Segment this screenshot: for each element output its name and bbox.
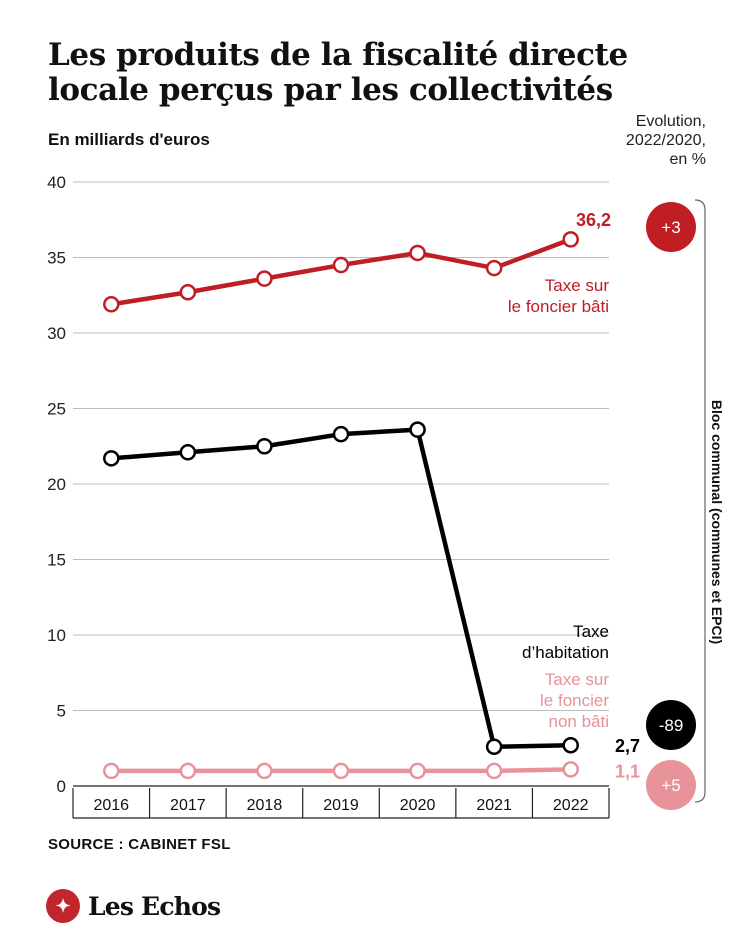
group-bracket xyxy=(694,199,706,803)
evolution-badge xyxy=(646,700,696,750)
x-tick-label: 2021 xyxy=(476,797,512,814)
group-label: Bloc communal (communes et EPCI) xyxy=(709,400,725,644)
y-tick-label: 25 xyxy=(47,400,66,419)
evolution-badge-value: -89 xyxy=(659,716,684,735)
evolution-badge-value: +3 xyxy=(661,218,680,237)
data-point-non_bati xyxy=(485,762,503,780)
data-point-habitation xyxy=(409,421,426,438)
end-value-label: 36,2 xyxy=(576,210,611,230)
y-tick-label: 10 xyxy=(47,626,66,645)
line-chart: 0 5 10 15 20 25 30 35 40 2016 2017 2018 2019 2020 2021… xyxy=(47,173,725,819)
x-tick-label: 2022 xyxy=(553,797,589,814)
data-point-habitation xyxy=(103,450,120,467)
data-point-habitation xyxy=(179,444,197,461)
data-point-foncier_bati xyxy=(332,256,350,274)
evolution-header: Evolution, 2022/2020, en % xyxy=(560,112,706,169)
data-point-foncier_bati xyxy=(562,231,579,248)
data-point-habitation xyxy=(256,438,273,455)
series-label-non-bati: le foncier xyxy=(540,691,609,710)
les-echos-mark-icon: ✦ xyxy=(46,889,80,923)
data-point-non_bati xyxy=(409,762,426,780)
x-tick-label: 2018 xyxy=(247,797,283,814)
y-tick-label: 40 xyxy=(47,173,66,192)
data-point-non_bati xyxy=(256,762,273,780)
data-point-non_bati xyxy=(103,762,120,780)
data-point-habitation xyxy=(332,425,350,443)
series-label-habitation: d’habitation xyxy=(522,643,609,662)
series-label-non-bati: Taxe sur xyxy=(545,670,610,689)
evolution-badge xyxy=(646,202,696,252)
series-label-non-bati: non bâti xyxy=(549,712,610,731)
y-tick-label: 35 xyxy=(47,249,66,268)
series-label-foncier-bati: Taxe sur xyxy=(545,276,610,295)
data-point-foncier_bati xyxy=(485,259,503,277)
y-tick-label: 0 xyxy=(57,777,66,796)
data-point-non_bati xyxy=(179,762,197,780)
series-label-habitation: Taxe xyxy=(573,622,609,641)
end-value-label: 2,7 xyxy=(615,736,640,756)
data-point-non_bati xyxy=(562,761,579,778)
x-tick-label: 2020 xyxy=(400,797,436,814)
series-line-habitation xyxy=(111,427,571,749)
data-point-foncier_bati xyxy=(179,283,197,301)
source-note: SOURCE : CABINET FSL xyxy=(48,836,231,853)
evolution-badge-value: +5 xyxy=(661,776,680,795)
series-label-foncier-bati: le foncier bâti xyxy=(508,297,609,316)
evolution-header-line: en % xyxy=(669,151,706,168)
data-point-foncier_bati xyxy=(103,296,120,313)
y-tick-label: 20 xyxy=(47,475,66,494)
end-value-label: 1,1 xyxy=(615,761,640,781)
y-tick-label: 5 xyxy=(57,702,66,721)
data-point-habitation xyxy=(485,738,503,755)
y-tick-label: 30 xyxy=(47,324,66,343)
x-tick-label: 2017 xyxy=(170,797,206,814)
data-point-foncier_bati xyxy=(409,244,426,262)
data-point-non_bati xyxy=(332,762,350,780)
evolution-badge xyxy=(646,760,696,810)
evolution-header-line: 2022/2020, xyxy=(625,132,706,149)
les-echos-wordmark: Les Echos xyxy=(88,891,221,921)
les-echos-logo: ✦ Les Echos xyxy=(46,889,221,923)
data-point-foncier_bati xyxy=(256,270,273,287)
data-point-habitation xyxy=(562,736,579,754)
y-tick-label: 15 xyxy=(47,551,66,570)
chart-title: Les produits de la fiscalité directe loc… xyxy=(48,37,628,108)
chart-subtitle: En milliards d'euros xyxy=(48,130,210,149)
x-tick-label: 2016 xyxy=(93,797,129,814)
evolution-header-line: Evolution, xyxy=(635,113,706,130)
x-tick-label: 2019 xyxy=(323,797,359,814)
